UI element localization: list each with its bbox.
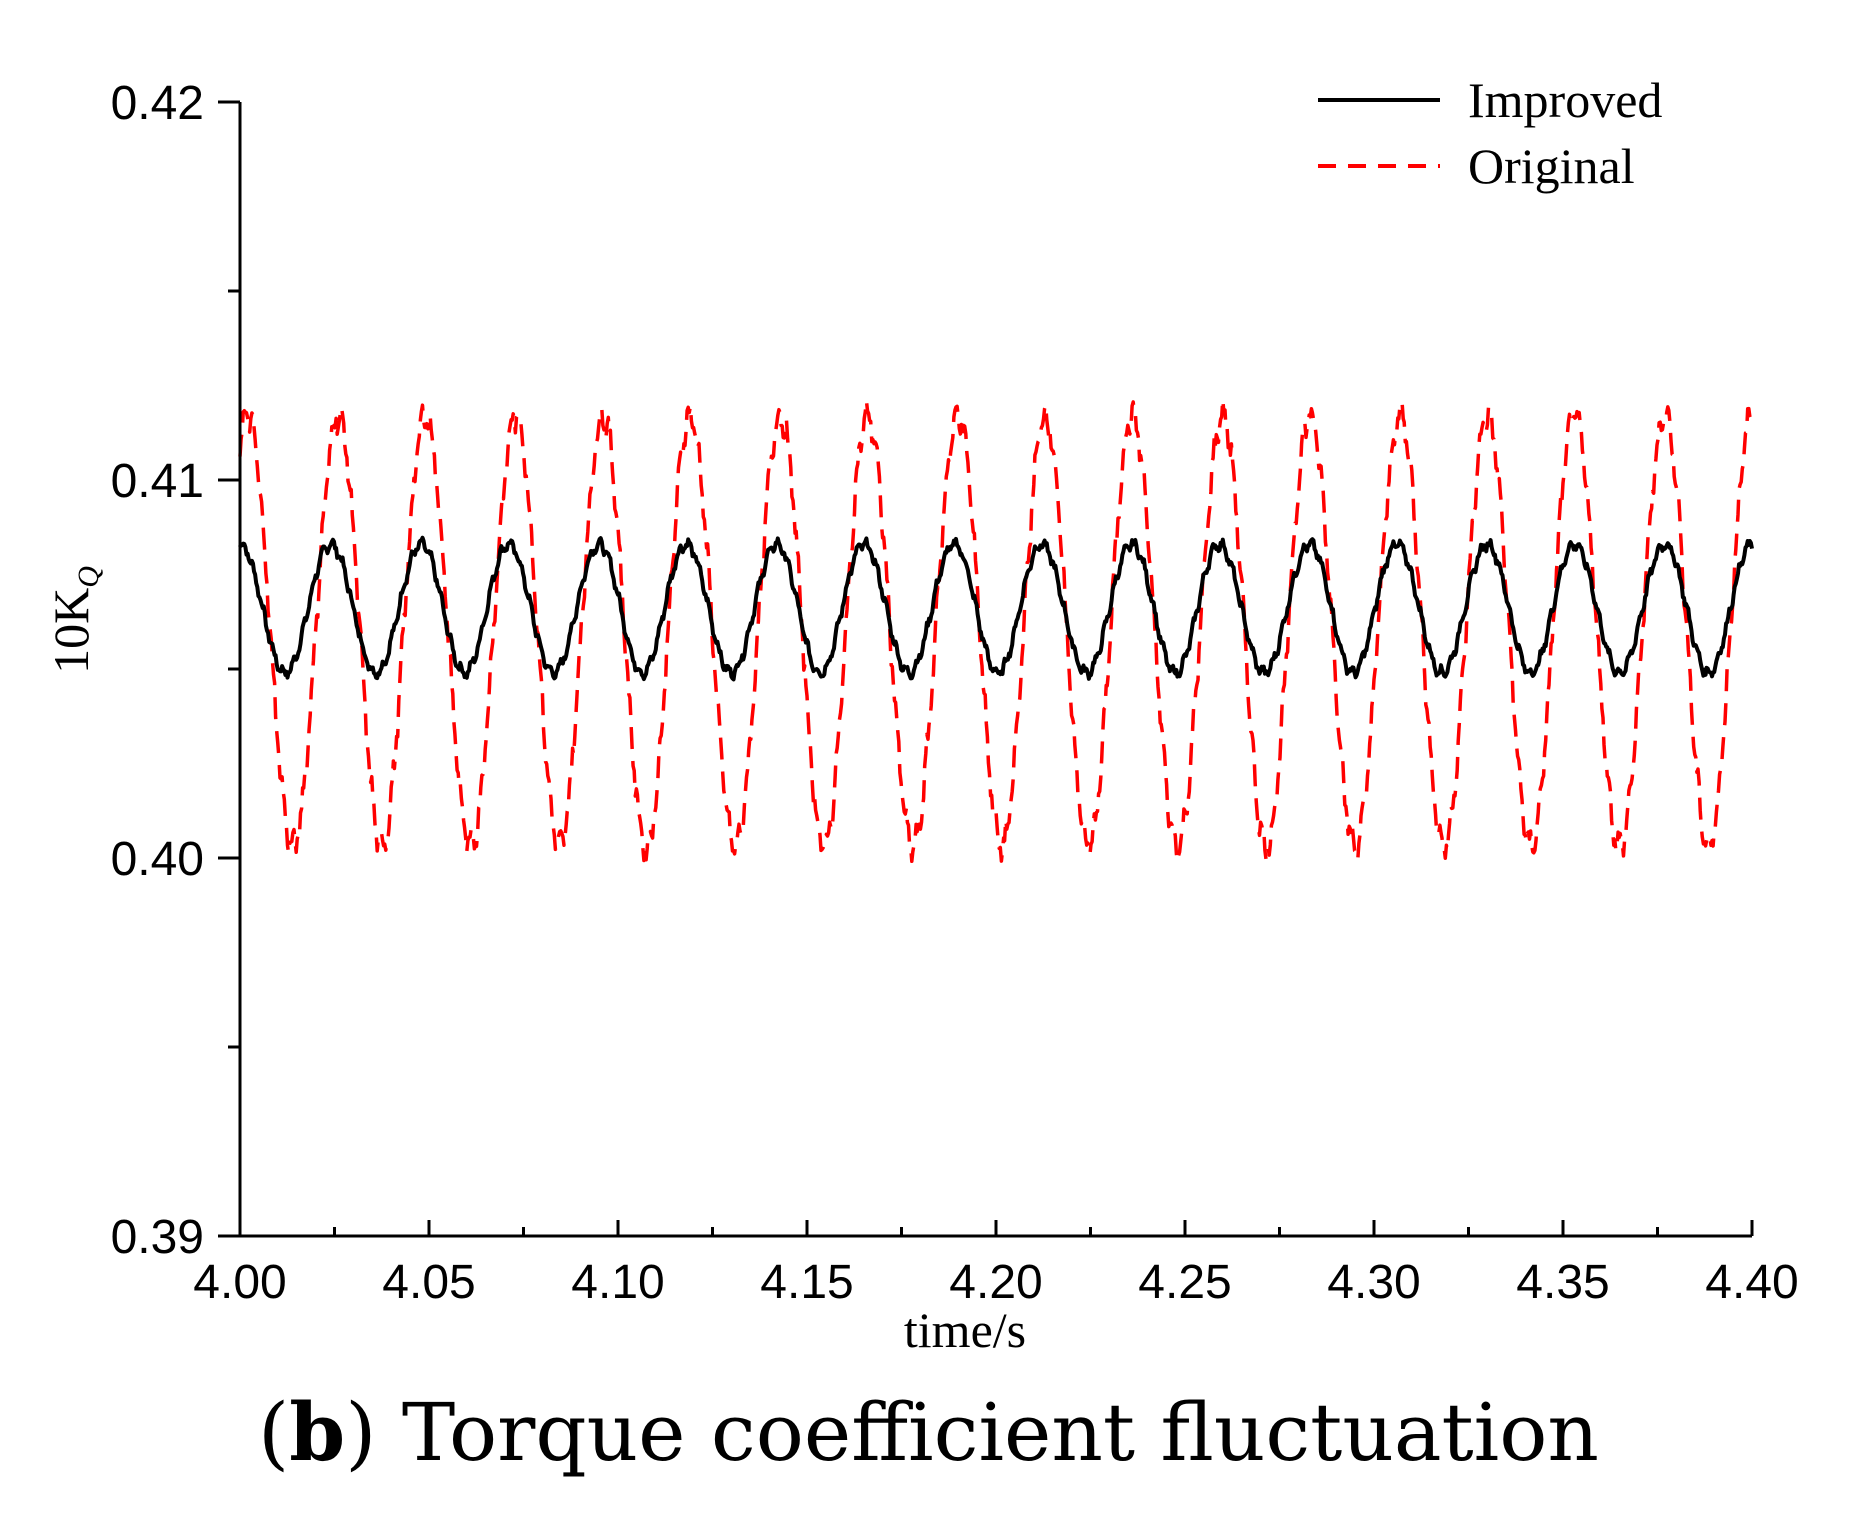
y-axis-label: 10KQ: [43, 566, 105, 674]
x-tick-label: 4.35: [1516, 1256, 1609, 1309]
svg-text:10KQ: 10KQ: [43, 566, 105, 674]
legend-label-improved: Improved: [1468, 72, 1662, 128]
y-tick-label: 0.41: [111, 455, 204, 508]
y-axis-label-subscript: Q: [72, 566, 105, 588]
series-layer: [238, 397, 1754, 864]
x-tick-label: 4.15: [760, 1256, 853, 1309]
x-tick-label: 4.40: [1705, 1256, 1798, 1309]
ticks-layer: 4.00 4.05 4.10 4.15 4.20 4.25 4.30 4.35 4.40 0.39…: [111, 77, 1799, 1309]
x-tick-label: 4.30: [1327, 1256, 1420, 1309]
x-axis-label: time/s: [904, 1302, 1026, 1358]
y-tick-label: 0.40: [111, 833, 204, 886]
figure-caption: (b) Torque coefficient fluctuation: [0, 1385, 1857, 1479]
caption-close-paren: ): [345, 1386, 377, 1479]
x-tick-label: 4.00: [193, 1256, 286, 1309]
x-tick-label: 4.10: [571, 1256, 664, 1309]
legend-label-original: Original: [1468, 138, 1635, 194]
y-tick-label: 0.42: [111, 77, 204, 130]
x-tick-label: 4.05: [382, 1256, 475, 1309]
caption-text: Torque coefficient fluctuation: [401, 1386, 1599, 1479]
series-line-original: [238, 397, 1754, 864]
caption-open-paren: (: [258, 1386, 290, 1479]
y-axis-label-base: 10K: [43, 588, 99, 674]
caption-panel-letter: b: [289, 1385, 346, 1479]
y-tick-label: 0.39: [111, 1211, 204, 1264]
x-tick-label: 4.20: [949, 1256, 1042, 1309]
legend: Improved Original: [1318, 72, 1662, 194]
x-tick-label: 4.25: [1138, 1256, 1231, 1309]
series-line-improved: [238, 535, 1754, 682]
